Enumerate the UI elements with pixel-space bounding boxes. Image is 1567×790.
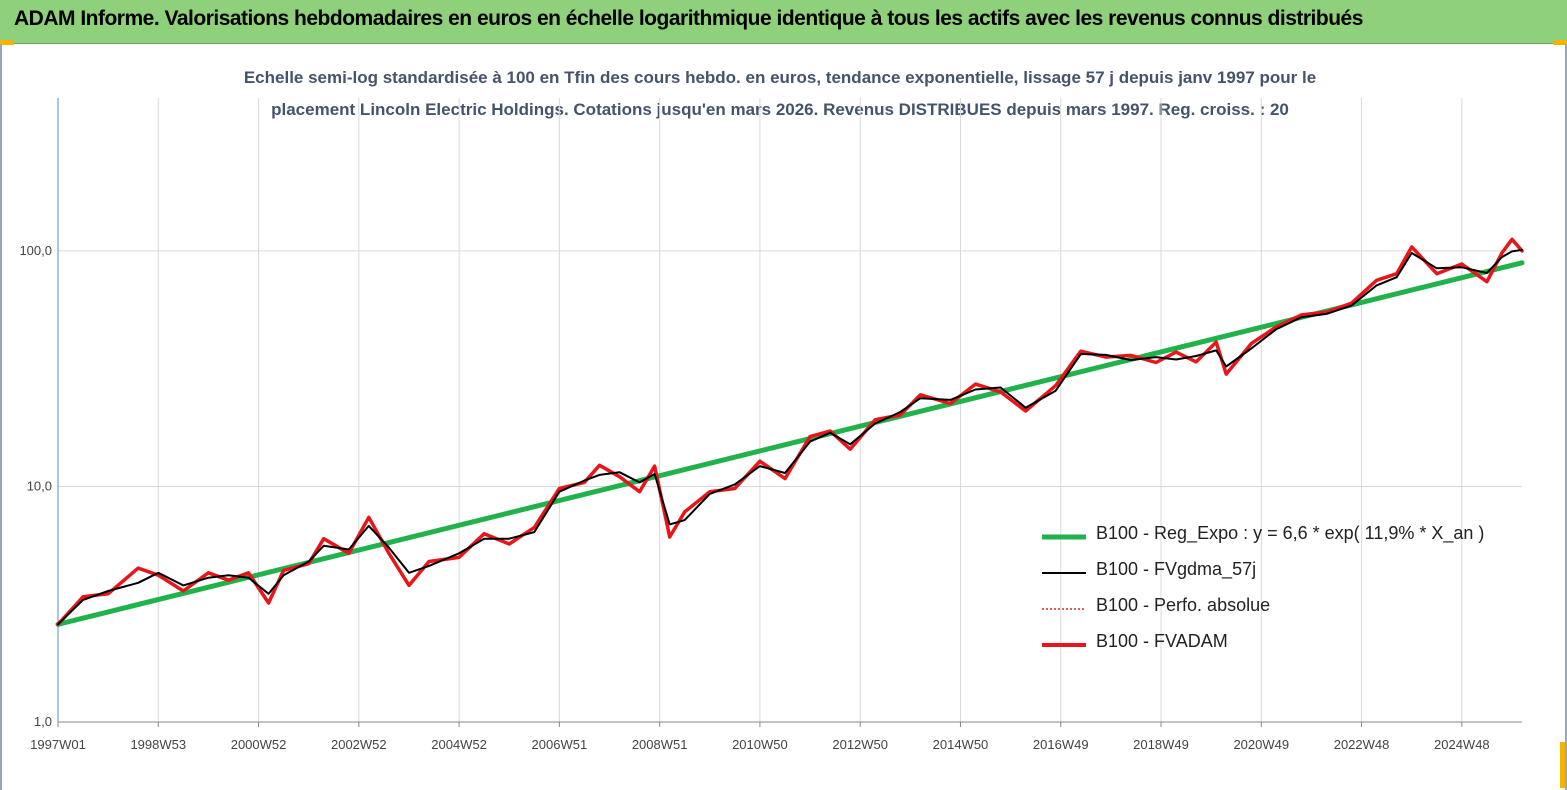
x-tick-label: 2014W50 [933, 737, 989, 752]
y-tick-label: 10,0 [27, 478, 52, 493]
legend-swatch-regression [1042, 534, 1086, 540]
legend-label-perfo-absolue: B100 - Perfo. absolue [1096, 595, 1271, 615]
header-title: ADAM Informe. Valorisations hebdomadaire… [14, 7, 1363, 30]
series-moving-average-line [57, 248, 1523, 626]
legend-label-regression: B100 - Reg_Expo : y = 6,6 * exp( 11,9% *… [1096, 523, 1485, 543]
x-tick-label: 2022W48 [1334, 737, 1390, 752]
legend-swatch-moving-average [1042, 572, 1086, 574]
legend-item-regression: B100 - Reg_Expo : y = 6,6 * exp( 11,9% *… [1040, 518, 1520, 554]
x-tick-label: 2016W49 [1033, 737, 1089, 752]
x-tick-label: 1997W01 [30, 737, 86, 752]
x-axis: 1997W01 1998W53 2000W52 2002W52 2004W52 2006W… [30, 721, 1522, 752]
legend-swatch-fvadam [1042, 643, 1086, 647]
series-layer [55, 237, 1525, 627]
legend-label-fvadam: B100 - FVADAM [1096, 631, 1228, 651]
legend-label-moving-average: B100 - FVgdma_57j [1096, 559, 1257, 579]
legend-swatch-perfo-absolue [1042, 608, 1086, 610]
legend-item-moving-average: B100 - FVgdma_57j [1040, 554, 1520, 590]
x-tick-label: 2006W51 [532, 737, 588, 752]
series-fvadam-line [56, 237, 1524, 627]
chart-title-line2: placement Lincoln Electric Holdings. Cot… [271, 100, 1289, 119]
legend: B100 - Reg_Expo : y = 6,6 * exp( 11,9% *… [1040, 518, 1520, 662]
corner-mark-top-right [1553, 40, 1567, 45]
y-tick-label: 1,0 [34, 714, 52, 729]
x-tick-label: 1998W53 [130, 737, 186, 752]
x-tick-label: 2018W49 [1133, 737, 1189, 752]
x-tick-label: 2024W48 [1434, 737, 1490, 752]
legend-item-fvadam: B100 - FVADAM [1040, 626, 1520, 662]
x-tick-label: 2020W49 [1233, 737, 1289, 752]
x-tick-label: 2010W50 [732, 737, 788, 752]
x-tick-label: 2008W51 [632, 737, 688, 752]
y-tick-label: 100,0 [19, 243, 52, 258]
x-tick-label: 2000W52 [231, 737, 287, 752]
header-banner: ADAM Informe. Valorisations hebdomadaire… [0, 0, 1567, 44]
corner-mark-top-left [0, 40, 14, 45]
y-axis: 1,0 10,0 100,0 [19, 98, 59, 729]
corner-mark-bottom-right [1560, 742, 1565, 788]
chart-title-line1: Echelle semi-log standardisée à 100 en T… [243, 68, 1317, 87]
x-tick-label: 2002W52 [331, 737, 387, 752]
x-tick-label: 2012W50 [832, 737, 888, 752]
x-tick-label: 2004W52 [431, 737, 487, 752]
legend-item-perfo-absolue: B100 - Perfo. absolue [1040, 590, 1520, 626]
chart-frame [0, 44, 1567, 790]
